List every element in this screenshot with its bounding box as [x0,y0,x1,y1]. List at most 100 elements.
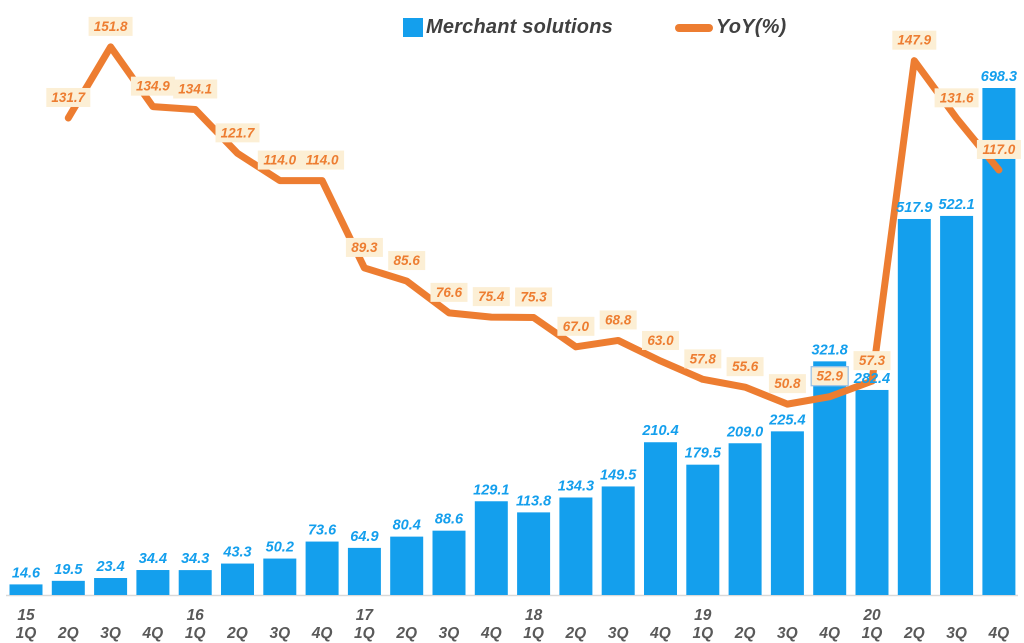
quarter-tick-label: 2Q [226,625,248,642]
yoy-value-label: 147.9 [897,33,931,48]
quarter-tick-label: 1Q [354,625,375,642]
yoy-label-box [472,287,510,307]
yoy-value-label: 134.1 [178,81,212,96]
bar-value-label: 14.6 [12,565,41,581]
yoy-legend-label: YoY(%) [715,16,787,38]
yoy-label-box [345,237,383,257]
yoy-label-box [388,251,426,271]
yoy-value-label: 89.3 [351,240,378,255]
merchant-solutions-bar [263,558,297,595]
year-tick-label: 18 [525,607,543,624]
bar-value-label: 321.8 [812,342,849,358]
legend-item-yoy: YoY(%) [674,16,787,39]
bar-value-label: 129.1 [473,482,509,498]
yoy-swatch-icon [674,23,713,32]
quarter-tick-label: 4Q [311,625,333,642]
quarter-tick-label: 1Q [523,625,544,642]
yoy-label-box [46,87,91,107]
yoy-value-label: 67.0 [563,319,590,334]
year-tick-label: 17 [356,607,375,624]
quarter-tick-label: 3Q [608,625,629,642]
bar-value-label: 34.4 [139,551,167,567]
yoy-label-box [934,88,979,108]
yoy-value-label: 85.6 [394,253,421,268]
merchant-solutions-bar [982,88,1016,595]
merchant-solutions-bar [9,584,43,595]
quarter-tick-label: 3Q [100,625,121,642]
merchant-solutions-bar [94,578,128,595]
chart-legend: Merchant solutions YoY(%) [403,16,786,39]
yoy-value-label: 68.8 [605,312,632,327]
yoy-value-label: 52.9 [817,369,844,384]
yoy-value-label: 50.8 [774,376,801,391]
bar-value-label: 88.6 [435,512,464,528]
yoy-label-box [976,139,1021,159]
bar-value-label: 43.3 [222,545,251,561]
bar-value-label: 149.5 [600,467,637,483]
quarter-tick-label: 2Q [734,625,756,642]
merchant-solutions-bar [728,443,762,595]
yoy-value-label: 117.0 [983,142,1016,157]
legend-item-merchant-solutions: Merchant solutions [403,16,613,39]
yoy-value-label: 55.6 [732,359,759,374]
merchant-solutions-bar [390,536,424,595]
merchant-solutions-swatch-icon [403,18,423,37]
yoy-label-box [215,123,260,143]
yoy-value-label: 57.3 [859,353,886,368]
quarter-tick-label: 1Q [862,625,883,642]
bar-value-label: 522.1 [938,197,974,213]
yoy-line [64,43,1003,408]
yoy-label-box [599,310,637,330]
quarter-tick-label: 4Q [988,625,1010,642]
merchant-solutions-bar [644,442,677,595]
yoy-value-label: 75.3 [520,289,547,304]
year-tick-label: 20 [862,607,881,624]
bar-value-label: 19.5 [54,562,83,578]
yoy-value-label: 131.6 [940,90,974,105]
yoy-label-box [88,16,133,36]
bar-value-label: 282.4 [853,371,890,387]
merchant-solutions-bar [601,486,635,595]
yoy-value-label: 76.6 [436,285,463,300]
quarter-tick-label: 2Q [57,625,79,642]
yoy-value-label: 57.8 [690,351,717,366]
bar-value-label: 23.4 [95,559,124,575]
bar-value-label: 34.3 [181,551,209,567]
quarter-tick-label: 2Q [565,625,587,642]
yoy-value-label: 114.0 [263,153,296,168]
yoy-label-box [173,79,218,99]
yoy-label-box [430,282,468,302]
merchant-solutions-bar [897,218,931,595]
yoy-value-label: 151.8 [94,19,128,34]
quarter-tick-label: 2Q [395,625,417,642]
year-tick-label: 19 [694,607,712,624]
merchant-solutions-bar [305,541,339,595]
bar-value-label: 64.9 [350,529,378,545]
bar-value-label: 50.2 [266,540,294,556]
quarter-tick-label: 3Q [269,625,290,642]
bar-value-label: 80.4 [393,518,421,534]
yoy-label-box [557,316,595,336]
quarter-tick-label: 4Q [649,625,671,642]
yoy-label-box [642,330,679,350]
year-tick-label: 16 [187,607,205,624]
bar-value-label: 113.8 [516,493,552,509]
yoy-value-label: 114.0 [306,153,339,168]
yoy-value-label: 131.7 [51,90,86,105]
bar-value-label: 209.0 [726,424,763,440]
yoy-label-box-highlighted [810,366,849,387]
yoy-label-box [130,76,175,96]
bar-value-label: 517.9 [896,200,932,216]
merchant-solutions-bar [517,512,551,595]
yoy-label-box [853,351,891,371]
bar-value-label: 698.3 [981,69,1017,85]
merchant-solutions-bar [178,570,212,595]
merchant-solutions-bar [136,570,170,595]
merchant-solutions-bar [347,547,381,595]
yoy-value-label: 121.7 [221,125,256,140]
merchant-solutions-bar [770,431,804,595]
quarter-tick-label: 1Q [185,625,206,642]
yoy-label-box [257,150,302,170]
quarter-tick-label: 3Q [439,625,460,642]
